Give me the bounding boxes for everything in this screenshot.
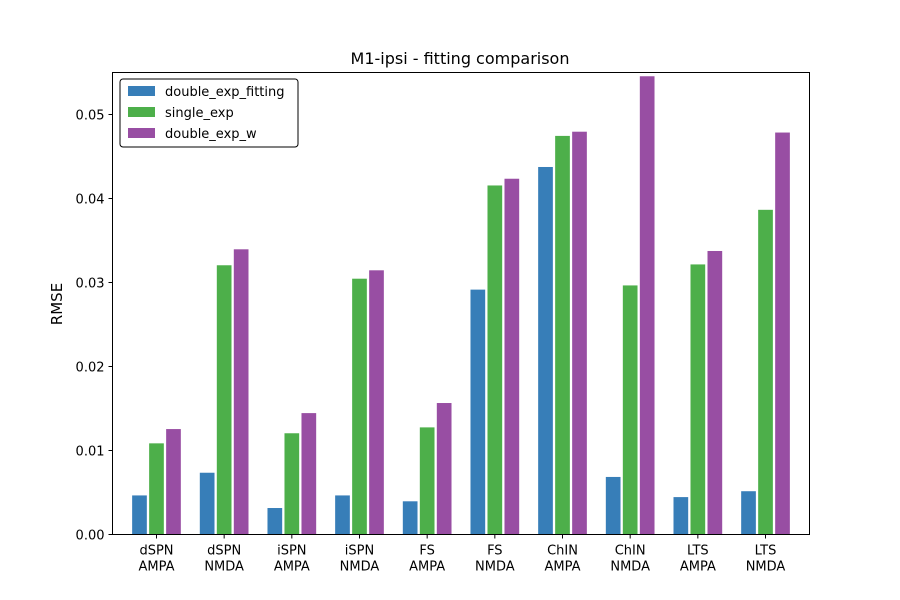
bars	[131, 75, 791, 535]
x-tick-label: AMPA	[544, 560, 580, 575]
bar-double_exp_w	[436, 402, 453, 535]
bar-single_exp	[689, 263, 706, 535]
legend: double_exp_fitting single_exp double_exp_w	[119, 78, 299, 148]
x-tick-label: ChIN	[547, 544, 578, 559]
legend-swatch	[128, 107, 155, 117]
y-tick-label: 0.01	[76, 445, 105, 460]
y-axis-label: RMSE	[48, 283, 66, 325]
bar-single_exp	[419, 426, 436, 535]
legend-swatch	[128, 86, 155, 96]
bar-double_exp_w	[503, 177, 520, 535]
bar-double_exp_w	[368, 269, 385, 535]
bar-single_exp	[148, 442, 165, 535]
legend-swatch	[128, 128, 155, 138]
x-tick-label: NMDA	[610, 560, 650, 575]
x-tick-label: dSPN	[207, 544, 241, 559]
legend-label: double_exp_w	[165, 127, 257, 142]
bar-double_exp_fitting	[537, 166, 554, 535]
x-tick-label: AMPA	[409, 560, 445, 575]
bar-double_exp_fitting	[605, 476, 622, 535]
x-tick-label: dSPN	[139, 544, 173, 559]
legend-label: double_exp_fitting	[165, 85, 285, 100]
bar-double_exp_fitting	[199, 471, 216, 535]
x-tick-label: NMDA	[204, 560, 244, 575]
bar-single_exp	[351, 277, 368, 535]
bar-double_exp_fitting	[402, 500, 419, 535]
x-tick-label: NMDA	[475, 560, 515, 575]
x-tick-label: NMDA	[746, 560, 786, 575]
bar-double_exp_w	[706, 250, 723, 535]
bar-single_exp	[554, 135, 571, 535]
x-tick-label: FS	[419, 544, 435, 559]
x-tick-label: iSPN	[277, 544, 306, 559]
y-tick-label: 0.04	[76, 193, 105, 208]
bar-single_exp	[216, 264, 233, 535]
legend-label: single_exp	[165, 106, 234, 121]
bar-double_exp_w	[639, 75, 656, 535]
bar-double_exp_fitting	[266, 507, 283, 535]
plot-frame	[112, 72, 810, 535]
bar-single_exp	[622, 284, 639, 535]
bar-single_exp	[283, 432, 300, 535]
bar-double_exp_w	[233, 248, 250, 535]
bar-double_exp_w	[774, 131, 791, 535]
chart-title: M1-ipsi - fitting comparison	[351, 49, 570, 68]
x-tick-label: NMDA	[340, 560, 380, 575]
x-tick-label: FS	[487, 544, 503, 559]
x-tick-label: LTS	[687, 544, 709, 559]
bar-single_exp	[486, 184, 503, 535]
bar-double_exp_fitting	[334, 494, 351, 535]
x-tick-label: LTS	[755, 544, 777, 559]
x-tick-label: AMPA	[138, 560, 174, 575]
x-tick-label: AMPA	[274, 560, 310, 575]
y-axis-ticks: 0.00 0.01 0.02 0.03 0.04 0.05	[76, 109, 113, 544]
bar-double_exp_fitting	[672, 496, 689, 535]
bar-double_exp_w	[571, 130, 588, 535]
x-tick-label: AMPA	[680, 560, 716, 575]
legend-box	[119, 78, 299, 148]
bar-double_exp_fitting	[740, 490, 757, 535]
bar-double_exp_fitting	[469, 288, 486, 535]
x-axis-ticks: dSPNAMPAdSPNNMDAiSPNAMPAiSPNNMDAFSAMPAFS…	[138, 534, 786, 575]
x-tick-label: iSPN	[345, 544, 374, 559]
x-tick-label: ChIN	[615, 544, 646, 559]
y-tick-label: 0.05	[76, 109, 105, 124]
y-tick-label: 0.00	[76, 529, 105, 544]
y-tick-label: 0.02	[76, 361, 105, 376]
bar-single_exp	[757, 209, 774, 535]
y-tick-label: 0.03	[76, 277, 105, 292]
bar-double_exp_w	[165, 428, 182, 535]
bar-double_exp_w	[300, 412, 317, 535]
bar-double_exp_fitting	[131, 494, 148, 535]
